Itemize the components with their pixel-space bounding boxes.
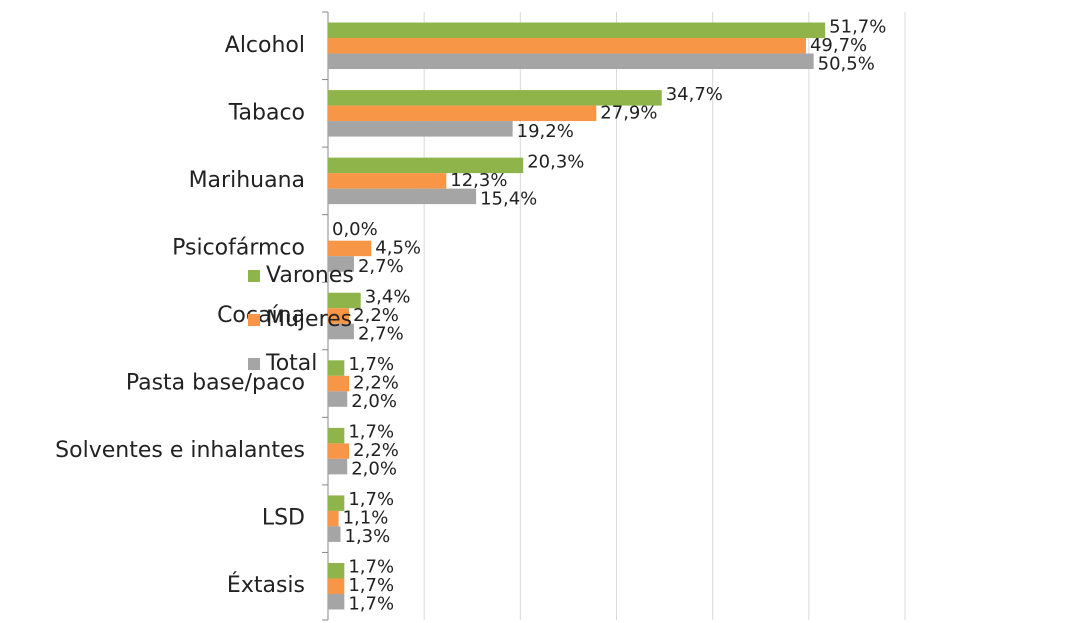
bar xyxy=(328,38,806,54)
bar xyxy=(328,526,341,542)
data-label: 2,2% xyxy=(353,373,399,394)
bar xyxy=(328,562,345,579)
data-label: 1,3% xyxy=(345,526,391,547)
y-tick-label: Marihuana xyxy=(189,168,305,193)
data-label: 20,3% xyxy=(527,151,584,172)
data-label: 1,7% xyxy=(348,422,394,443)
bar xyxy=(328,121,513,137)
y-tick-label: Psicofármco xyxy=(172,235,305,260)
legend-label: Varones xyxy=(266,263,354,288)
y-tick-label: Pasta base/paco xyxy=(126,371,305,396)
bar xyxy=(328,593,345,610)
data-label: 2,0% xyxy=(351,459,397,480)
data-label: 1,7% xyxy=(348,557,394,578)
data-label: 1,7% xyxy=(348,575,394,596)
data-label: 12,3% xyxy=(450,170,507,191)
legend-label: Mujeres xyxy=(266,307,352,332)
bar xyxy=(328,90,662,106)
data-label: 2,7% xyxy=(358,256,404,277)
data-label: 2,2% xyxy=(353,440,399,461)
data-label: 3,4% xyxy=(365,287,411,308)
bar xyxy=(328,188,477,205)
bar xyxy=(328,375,350,392)
y-tick-label: Solventes e inhalantes xyxy=(55,438,305,463)
bar xyxy=(328,360,345,376)
bar xyxy=(328,443,350,459)
data-label: 50,5% xyxy=(818,53,875,74)
legend-swatch xyxy=(248,314,260,326)
data-label: 27,9% xyxy=(600,102,657,123)
data-label: 2,2% xyxy=(353,305,399,326)
y-tick-label: Cocaína xyxy=(217,303,305,328)
data-label: 19,2% xyxy=(517,121,574,142)
data-label: 1,7% xyxy=(348,489,394,510)
bar xyxy=(328,240,372,257)
bar xyxy=(328,105,597,122)
legend-swatch xyxy=(248,270,260,282)
data-label: 2,0% xyxy=(351,391,397,412)
bar xyxy=(328,22,826,39)
bar xyxy=(328,458,348,475)
data-label: 1,7% xyxy=(348,594,394,615)
data-label: 15,4% xyxy=(480,188,537,209)
legend-label: Total xyxy=(265,351,317,376)
bar xyxy=(328,427,345,444)
data-label: 0,0% xyxy=(332,219,378,240)
bar xyxy=(328,391,348,407)
data-label: 1,7% xyxy=(348,354,394,375)
data-label: 4,5% xyxy=(375,237,421,258)
bar xyxy=(328,578,345,594)
y-tick-label: LSD xyxy=(262,506,305,531)
data-label: 49,7% xyxy=(810,35,867,56)
bar xyxy=(328,323,354,340)
y-tick-label: Tabaco xyxy=(228,100,305,125)
bar xyxy=(328,510,339,527)
bar xyxy=(328,308,350,324)
data-label: 1,1% xyxy=(343,508,389,529)
bar xyxy=(328,157,524,174)
legend-swatch xyxy=(248,358,260,370)
bar xyxy=(328,256,354,272)
y-tick-label: Alcohol xyxy=(225,33,305,58)
data-label: 34,7% xyxy=(666,84,723,105)
bar xyxy=(328,495,345,511)
data-label: 2,7% xyxy=(358,324,404,345)
bar xyxy=(328,173,447,189)
bar xyxy=(328,53,814,70)
bar xyxy=(328,292,361,309)
data-label: 51,7% xyxy=(829,16,886,37)
y-tick-label: Éxtasis xyxy=(227,572,305,598)
